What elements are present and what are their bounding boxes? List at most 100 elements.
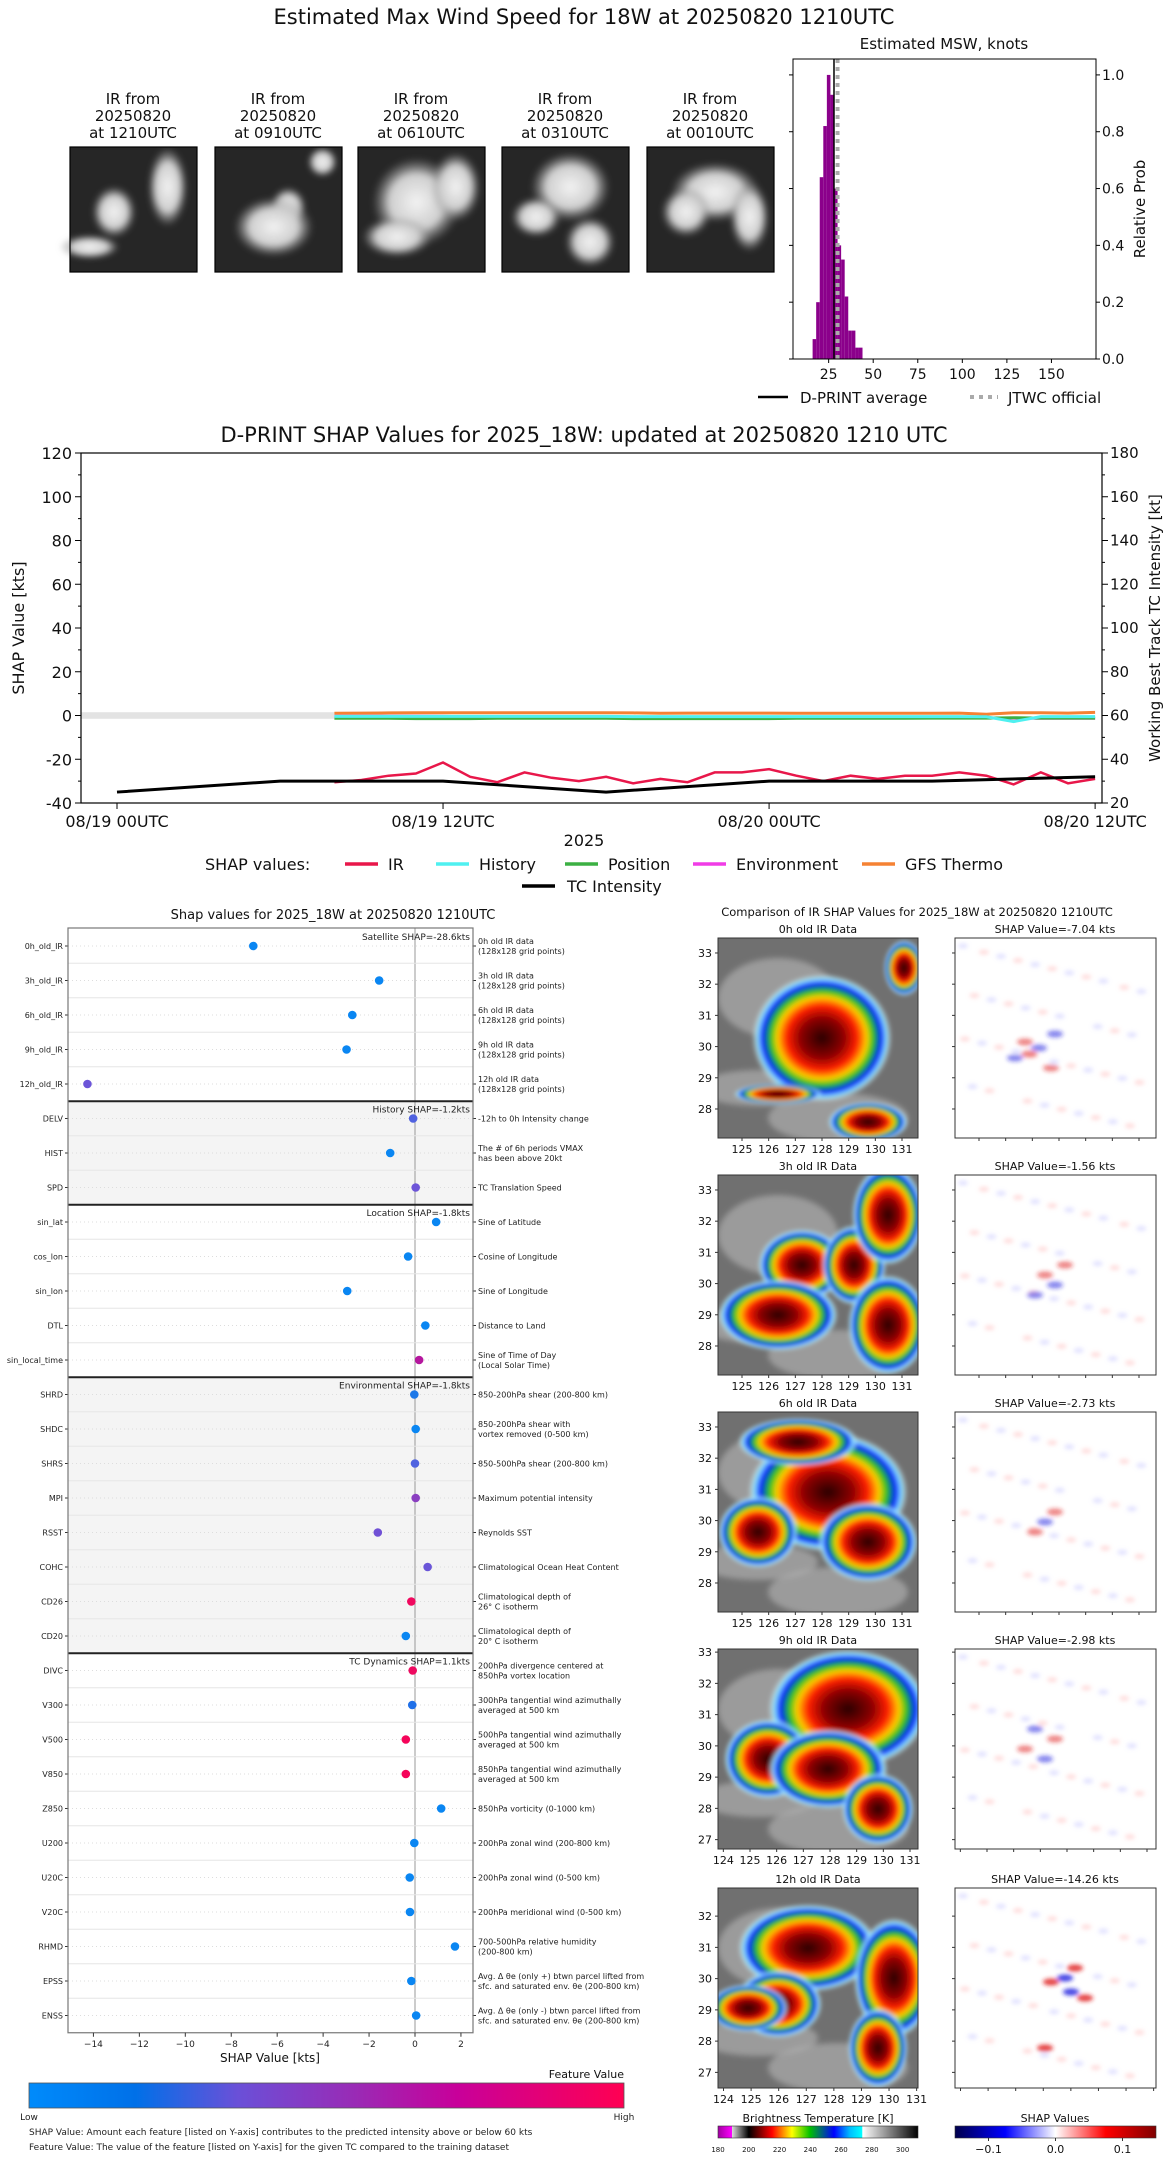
shap-texture <box>1056 1817 1067 1823</box>
shap-timeseries-chart: D-PRINT SHAP Values for 2025_18W: update… <box>9 423 1164 896</box>
convection-shape <box>718 1279 838 1351</box>
feature-description: 26° C isotherm <box>478 1603 538 1612</box>
shap-texture <box>1003 1475 1014 1481</box>
cloud-shape <box>661 187 712 237</box>
feature-description: Climatological Ocean Heat Content <box>478 1563 619 1572</box>
shap-map <box>954 937 1157 1139</box>
timeseries-xlabel: 2025 <box>564 831 605 850</box>
histogram-bar <box>830 94 834 359</box>
shap-texture <box>969 1230 980 1236</box>
lat-tick-label: 32 <box>698 1215 712 1228</box>
lat-tick-label: 30 <box>698 1041 712 1054</box>
feature-name: V300 <box>42 1701 63 1710</box>
ir-image <box>718 938 918 1138</box>
timeseries-y2label: Working Best Track TC Intensity [kt] <box>1146 494 1164 762</box>
shap-frame <box>954 1174 1157 1376</box>
lon-tick-label: 130 <box>879 2093 900 2106</box>
shap-texture <box>1054 1724 1065 1730</box>
cloud-shape <box>729 182 770 252</box>
shap-texture <box>1037 1009 1048 1015</box>
y-tick-label: 1.0 <box>1102 68 1124 84</box>
timeseries-axes <box>80 452 1103 804</box>
lat-tick-label: 29 <box>698 1546 712 1559</box>
shap-texture <box>1011 1048 1022 1054</box>
shap-feature-blob <box>1037 1518 1053 1526</box>
ir-frame <box>717 1887 919 2089</box>
thumbnail-label: at 0010UTC <box>666 124 754 142</box>
series-gfs-thermo-line <box>334 710 1096 716</box>
legend-jtwc-label: JTWC official <box>1007 389 1101 407</box>
y2-tick-label: 20 <box>1110 794 1129 812</box>
shap-texture <box>995 1664 1006 1670</box>
shap-texture <box>1119 1458 1130 1464</box>
cloud-shape <box>307 147 338 177</box>
shap-dot <box>248 941 258 951</box>
shap-texture <box>1090 2065 1101 2071</box>
shap-texture <box>995 1903 1006 1909</box>
shap-map <box>954 1887 1157 2089</box>
feature-description: TC Translation Speed <box>477 1184 562 1193</box>
convection-shape <box>852 1175 918 1265</box>
feature-description: Sine of Longitude <box>478 1287 548 1296</box>
feature-name: U20C <box>41 1874 63 1883</box>
x-tick-label: 08/20 12UTC <box>1043 812 1146 831</box>
timeseries-ylabel: SHAP Value [kts] <box>9 561 28 694</box>
feature-name: DIVC <box>43 1667 63 1676</box>
x-tick-label: 08/20 00UTC <box>717 812 820 831</box>
shap-texture <box>1073 1110 1084 1116</box>
feature-description: (200-800 km) <box>478 1948 533 1957</box>
shap-texture <box>1124 1597 1135 1603</box>
thumbnail-frame <box>501 146 630 273</box>
feature-name: 0h_old_IR <box>25 942 64 951</box>
thumbnail-label: 20250820 <box>383 107 459 125</box>
shap-texture <box>994 1755 1005 1761</box>
shap-texture <box>1030 1199 1041 1205</box>
ir-image <box>718 1175 918 1375</box>
shap-texture <box>1020 1955 1031 1961</box>
x-tick-label: −14 <box>84 2040 103 2050</box>
shap-texture <box>1136 1225 1147 1231</box>
series-ir-line <box>334 761 1096 786</box>
shap-texture <box>1083 1778 1094 1784</box>
feature-description: (Local Solar Time) <box>478 1361 550 1370</box>
shap-dot <box>408 1666 418 1675</box>
shap-texture <box>1020 1716 1031 1722</box>
shap-texture <box>1107 1593 1118 1599</box>
lat-tick-label: 29 <box>698 1309 712 1322</box>
shap-feature-blob <box>1037 2044 1053 2052</box>
lat-tick-label: 28 <box>698 1340 712 1353</box>
shap-texture <box>1126 1269 1137 1275</box>
y-tick-label: 0.8 <box>1102 125 1124 141</box>
shap-texture <box>1003 1712 1014 1718</box>
shap-dot <box>410 1459 420 1468</box>
shap-panel-title: SHAP Value=-7.04 kts <box>995 923 1116 936</box>
lon-tick-label: 128 <box>812 1143 833 1156</box>
convection-shape <box>842 1773 914 1845</box>
shap-dot <box>401 1631 411 1641</box>
shap-texture <box>1013 957 1024 963</box>
series-history-line <box>334 714 1096 724</box>
shap-dot <box>405 1873 415 1882</box>
feature-description: Reynolds SST <box>478 1529 532 1538</box>
x-tick-label: −4 <box>316 2040 330 2050</box>
figure-title: Estimated Max Wind Speed for 18W at 2025… <box>274 5 895 29</box>
shap-texture <box>1064 970 1075 976</box>
shap-texture <box>1134 1553 1145 1559</box>
shap-texture <box>967 1558 978 1564</box>
feature-name: DTL <box>47 1322 63 1331</box>
shap-texture <box>1030 1912 1041 1918</box>
shap-dot <box>401 1735 411 1744</box>
shap-texture <box>976 1990 987 1996</box>
shap-texture <box>1020 1479 1031 1485</box>
shap-texture <box>969 1467 980 1473</box>
thumbnail-label: IR from <box>394 90 449 108</box>
shap-texture <box>1064 1207 1075 1213</box>
group-shap-label: TC Dynamics SHAP=1.1kts <box>348 1657 470 1667</box>
shap-texture <box>1107 2069 1118 2075</box>
colorbar-title: Feature Value <box>549 2068 625 2081</box>
shap-texture <box>1013 1907 1024 1913</box>
shap-texture <box>1134 1790 1145 1796</box>
feature-description: 200hPa zonal wind (200-800 km) <box>478 1839 610 1848</box>
lat-tick-label: 29 <box>698 1072 712 1085</box>
cloud-shape <box>59 235 120 259</box>
